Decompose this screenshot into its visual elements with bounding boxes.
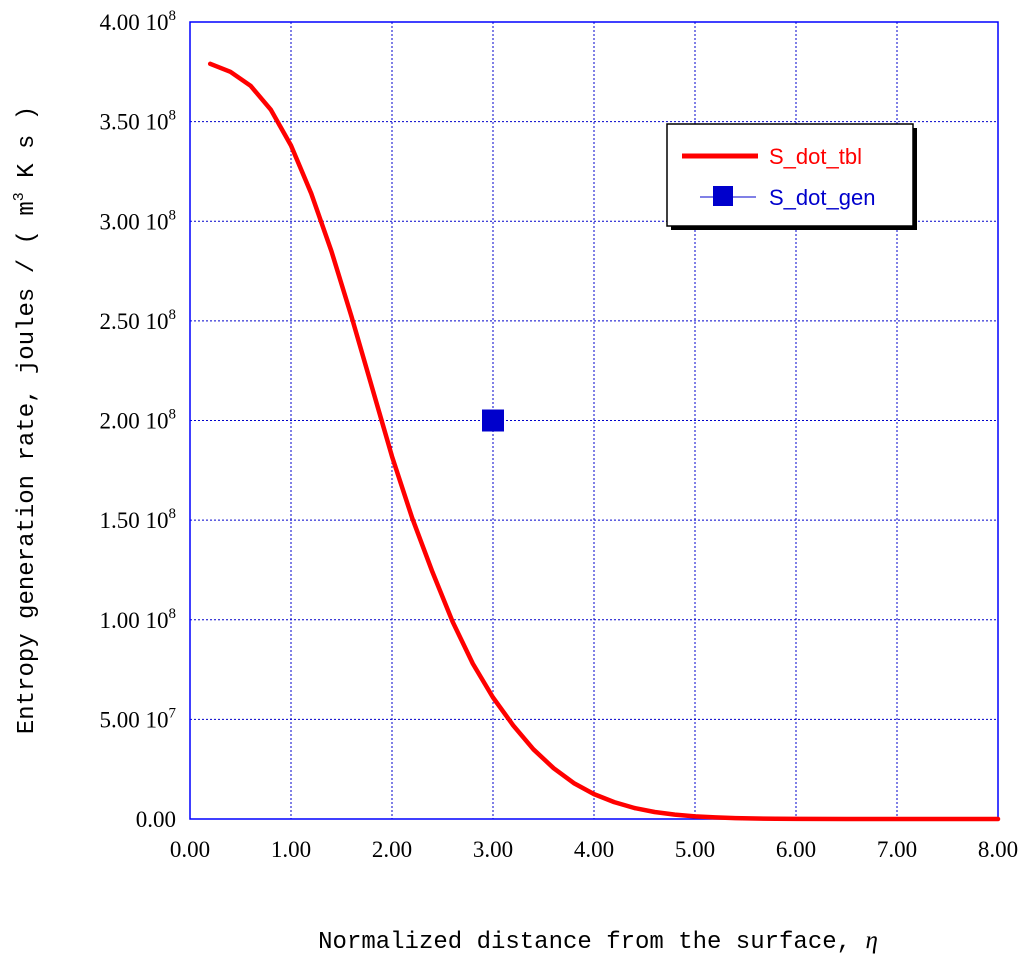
x-tick-label: 3.00 [473,837,513,862]
y-tick-label: 3.50 108 [100,108,177,135]
y-tick-label: 2.00 108 [100,407,177,434]
y-tick-label: 2.50 108 [100,307,177,334]
x-tick-label: 6.00 [776,837,816,862]
legend-label-tbl: S_dot_tbl [769,144,862,169]
y-tick-label: 4.00 108 [100,8,177,35]
y-tick-label: 5.00 107 [100,705,177,732]
y-tick-label: 3.00 108 [100,207,177,234]
x-tick-label: 5.00 [675,837,715,862]
y-tick-label: 1.50 108 [100,506,177,533]
legend-label-gen: S_dot_gen [769,185,875,210]
legend: S_dot_tbl S_dot_gen [666,123,917,230]
x-tick-label: 1.00 [271,837,311,862]
x-tick-label: 0.00 [170,837,210,862]
plot-frame [189,21,999,820]
series-point-s-dot-gen [482,409,504,432]
tick-labels: 0.00 1.00 2.00 3.00 4.00 5.00 6.00 7.00 8.00 0.00… [100,8,1019,862]
x-tick-label: 4.00 [574,837,614,862]
y-tick-label: 1.00 108 [100,606,177,633]
x-tick-label: 2.00 [372,837,412,862]
legend-box [666,123,914,227]
series-layer [207,61,1001,822]
x-tick-label: 7.00 [877,837,917,862]
x-tick-label: 8.00 [978,837,1018,862]
y-tick-label: 0.00 [136,807,176,832]
y-axis-title: Entropy generation rate, joules / ( m3 K… [11,106,41,734]
series-line-s-dot-tbl [207,61,1001,822]
legend-swatch-gen-marker [713,186,733,206]
x-axis-title: Normalized distance from the surface, η [318,927,878,955]
